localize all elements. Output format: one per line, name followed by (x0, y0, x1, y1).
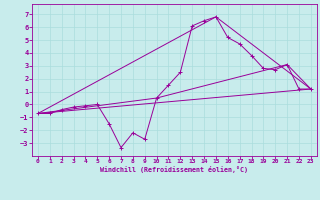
X-axis label: Windchill (Refroidissement éolien,°C): Windchill (Refroidissement éolien,°C) (100, 166, 248, 173)
